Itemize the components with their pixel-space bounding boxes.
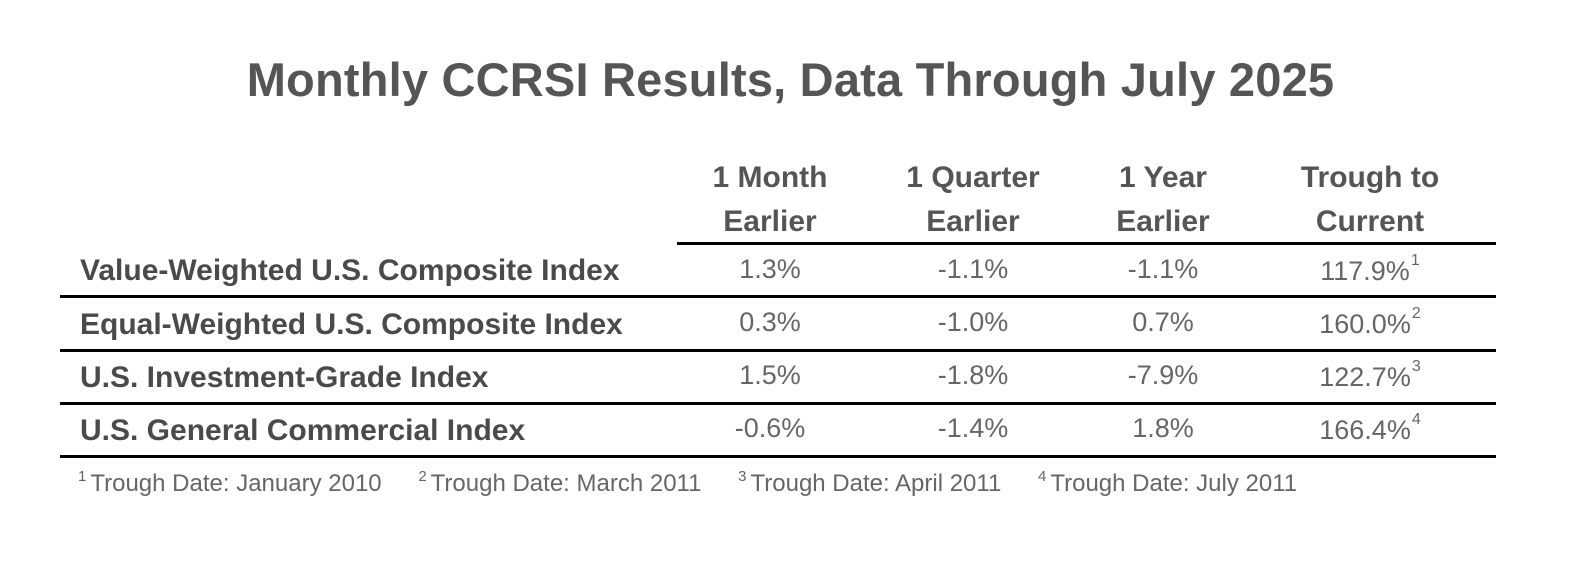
- footnote-text: Trough Date: April 2011: [750, 470, 1002, 497]
- footnote-marker: 2: [1411, 305, 1421, 322]
- cell-1-month: 1.3%: [739, 254, 801, 284]
- footnote-number: 2: [418, 468, 427, 485]
- row-divider: [60, 295, 1496, 298]
- footnote-text: Trough Date: January 2010: [90, 470, 382, 497]
- column-header-line2: Earlier: [1116, 205, 1210, 238]
- row-label: Equal-Weighted U.S. Composite Index: [80, 308, 623, 341]
- cell-1-quarter: -1.0%: [937, 307, 1009, 337]
- cell-1-month: 0.3%: [739, 307, 801, 337]
- cell-1-year: 1.8%: [1132, 413, 1194, 443]
- footnotes: 1 Trough Date: January 2010 2 Trough Date:…: [78, 468, 1327, 498]
- cell-1-quarter: -1.8%: [937, 360, 1009, 390]
- trough-value: 117.9%: [1320, 256, 1410, 286]
- header-rule: [677, 242, 1496, 245]
- column-header-line2: Current: [1315, 205, 1425, 238]
- column-header-line1: Trough to: [1300, 161, 1440, 194]
- trough-value: 166.4%: [1319, 415, 1411, 445]
- column-header-1-month: 1 Month Earlier: [690, 156, 850, 244]
- column-header-line2: Earlier: [723, 205, 817, 238]
- trough-value: 160.0%: [1319, 309, 1411, 339]
- cell-1-month: -0.6%: [734, 413, 806, 443]
- column-header-line2: Earlier: [926, 205, 1020, 238]
- footnote-number: 1: [78, 468, 87, 485]
- column-header-line1: 1 Quarter: [906, 161, 1040, 194]
- footnote-text: Trough Date: March 2011: [430, 470, 702, 497]
- table-bottom-rule: [60, 455, 1496, 458]
- trough-value: 122.7%: [1319, 362, 1411, 392]
- cell-1-year: -1.1%: [1127, 254, 1199, 284]
- column-header-line1: 1 Year: [1119, 161, 1207, 194]
- cell-trough-to-current: 166.4%4: [1270, 411, 1470, 446]
- row-divider: [60, 349, 1496, 352]
- cell-1-quarter: -1.4%: [937, 413, 1009, 443]
- footnote: 3 Trough Date: April 2011: [738, 468, 1002, 498]
- footnote: 2 Trough Date: March 2011: [418, 468, 702, 498]
- footnote-marker: 3: [1411, 358, 1421, 375]
- cell-trough-to-current: 122.7%3: [1270, 358, 1470, 393]
- cell-trough-to-current: 160.0%2: [1270, 305, 1470, 340]
- column-header-trough-to-current: Trough to Current: [1270, 156, 1470, 244]
- cell-1-year: -7.9%: [1127, 360, 1199, 390]
- column-header-1-year: 1 Year Earlier: [1093, 156, 1233, 244]
- footnote-number: 4: [1037, 468, 1047, 485]
- column-header-1-quarter: 1 Quarter Earlier: [878, 156, 1068, 244]
- footnote-marker: 1: [1410, 252, 1420, 269]
- cell-1-month: 1.5%: [739, 360, 801, 390]
- page-title: Monthly CCRSI Results, Data Through July…: [246, 53, 1335, 106]
- row-label: U.S. Investment-Grade Index: [80, 361, 489, 394]
- footnote-number: 3: [738, 468, 747, 485]
- row-label: Value-Weighted U.S. Composite Index: [80, 254, 620, 287]
- footnote-text: Trough Date: July 2011: [1050, 470, 1298, 497]
- cell-1-quarter: -1.1%: [937, 254, 1009, 284]
- cell-1-year: 0.7%: [1132, 307, 1194, 337]
- footnote: 1 Trough Date: January 2010: [78, 468, 382, 498]
- row-label: U.S. General Commercial Index: [80, 414, 526, 447]
- footnote-marker: 4: [1411, 411, 1421, 428]
- cell-trough-to-current: 117.9%1: [1270, 252, 1470, 287]
- row-divider: [60, 402, 1496, 405]
- footnote: 4 Trough Date: July 2011: [1037, 468, 1298, 498]
- column-header-line1: 1 Month: [712, 161, 828, 194]
